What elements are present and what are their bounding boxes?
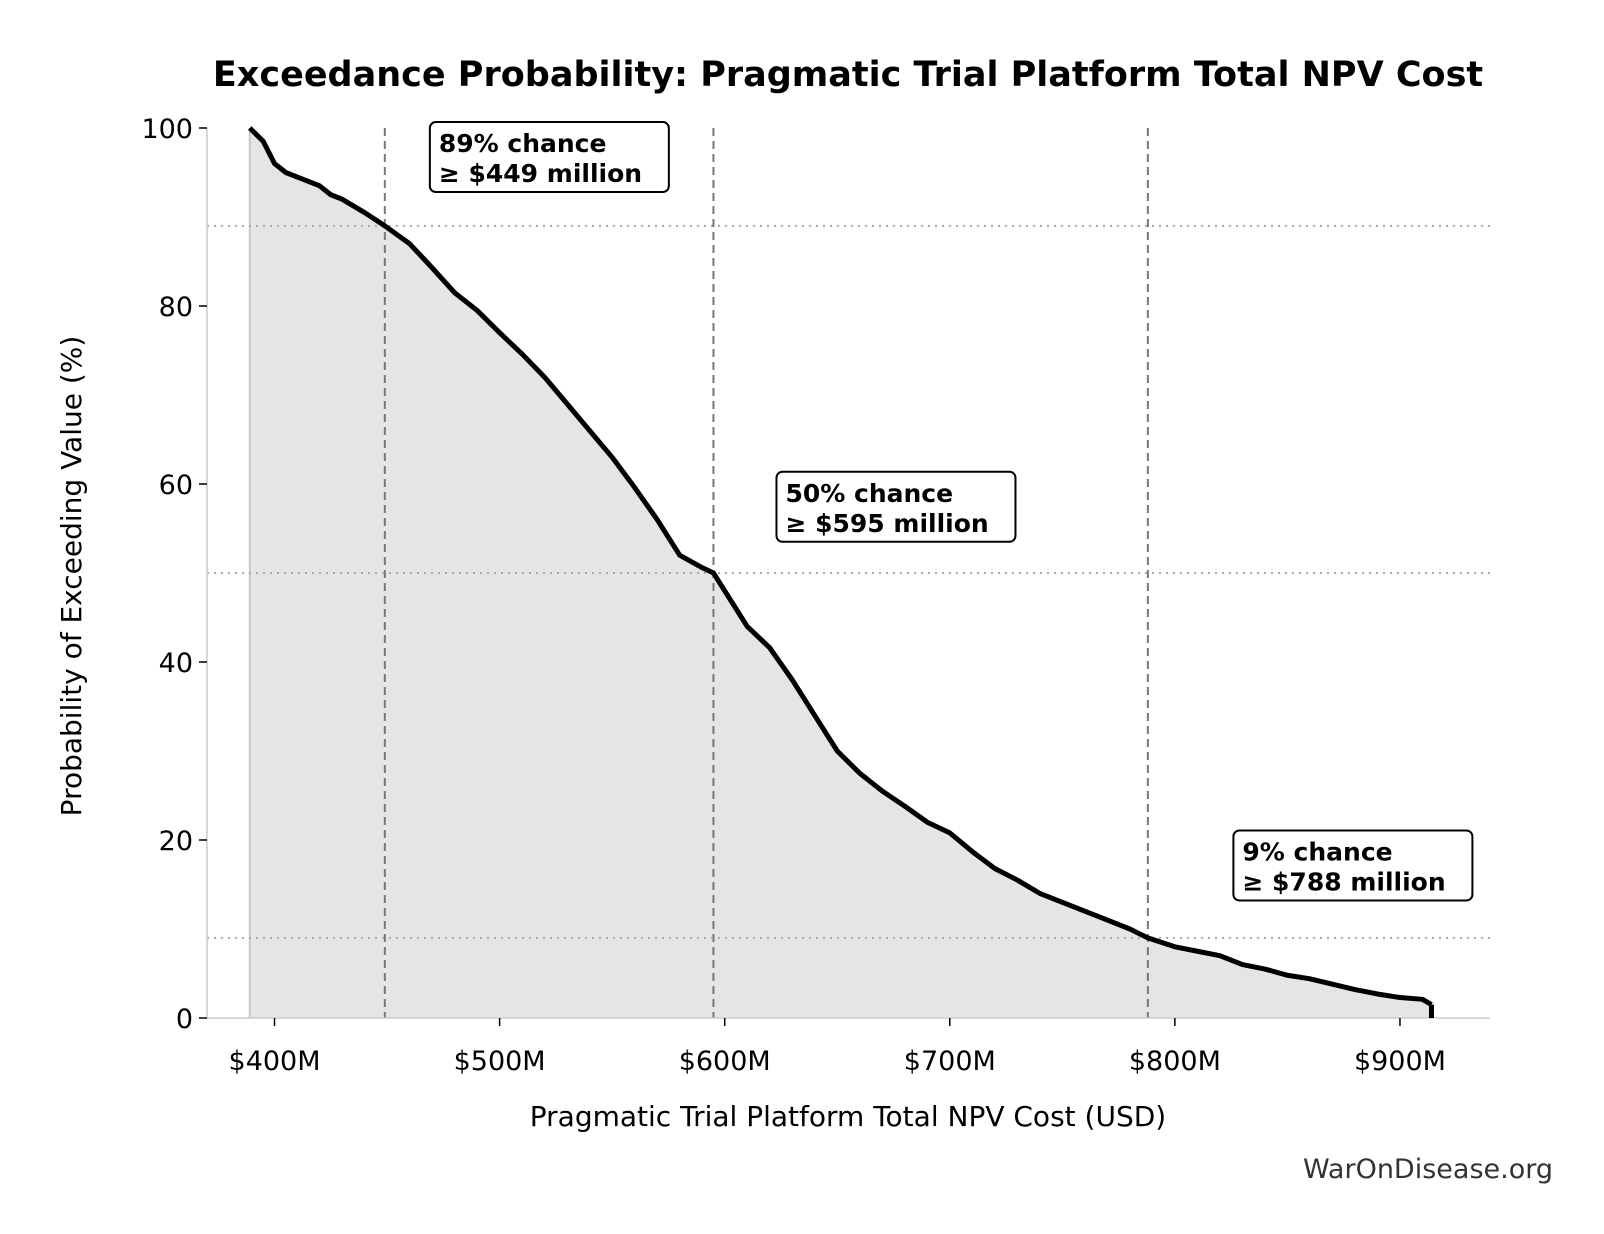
- area-fill: [249, 128, 1432, 1018]
- y-tick-label-20: 20: [159, 826, 193, 857]
- y-tick-label-40: 40: [159, 648, 193, 679]
- annotation-box-1: [428, 121, 670, 194]
- x-tick-label-800: $800M: [1129, 1046, 1221, 1077]
- chart-title: Exceedance Probability: Pragmatic Trial …: [213, 55, 1483, 95]
- x-tick-label-600: $600M: [679, 1046, 771, 1077]
- annotation-line1-3: 9% chance: [1242, 837, 1392, 866]
- annotation-line2-2: ≥ $595 million: [785, 509, 988, 538]
- annotation-line1-1: 89% chance: [439, 129, 607, 158]
- y-tick-label-60: 60: [159, 470, 193, 501]
- x-tick-label-900: $900M: [1354, 1046, 1446, 1077]
- watermark: WarOnDisease.org: [1303, 1154, 1553, 1185]
- plot-area: 0 20 40 60 80 100 $400M $500M $600M $700M $800M $90…: [141, 114, 1490, 1077]
- y-tick-label-100: 100: [141, 114, 193, 145]
- y-tick-label-0: 0: [176, 1004, 193, 1035]
- annotation-line1-2: 50% chance: [785, 479, 953, 508]
- annotation-line2-1: ≥ $449 million: [439, 159, 642, 188]
- x-tick-label-700: $700M: [904, 1046, 996, 1077]
- annotation-line2-3: ≥ $788 million: [1242, 867, 1445, 896]
- x-axis-label: Pragmatic Trial Platform Total NPV Cost …: [530, 1100, 1166, 1133]
- y-tick-label-80: 80: [159, 292, 193, 323]
- y-axis-label: Probability of Exceeding Value (%): [55, 336, 88, 817]
- x-tick-label-400: $400M: [229, 1046, 321, 1077]
- annotation-box-2: [775, 470, 1017, 543]
- exceedance-curve: [248, 126, 1433, 1007]
- x-tick-label-500: $500M: [454, 1046, 546, 1077]
- annotation-box-3: [1232, 829, 1474, 902]
